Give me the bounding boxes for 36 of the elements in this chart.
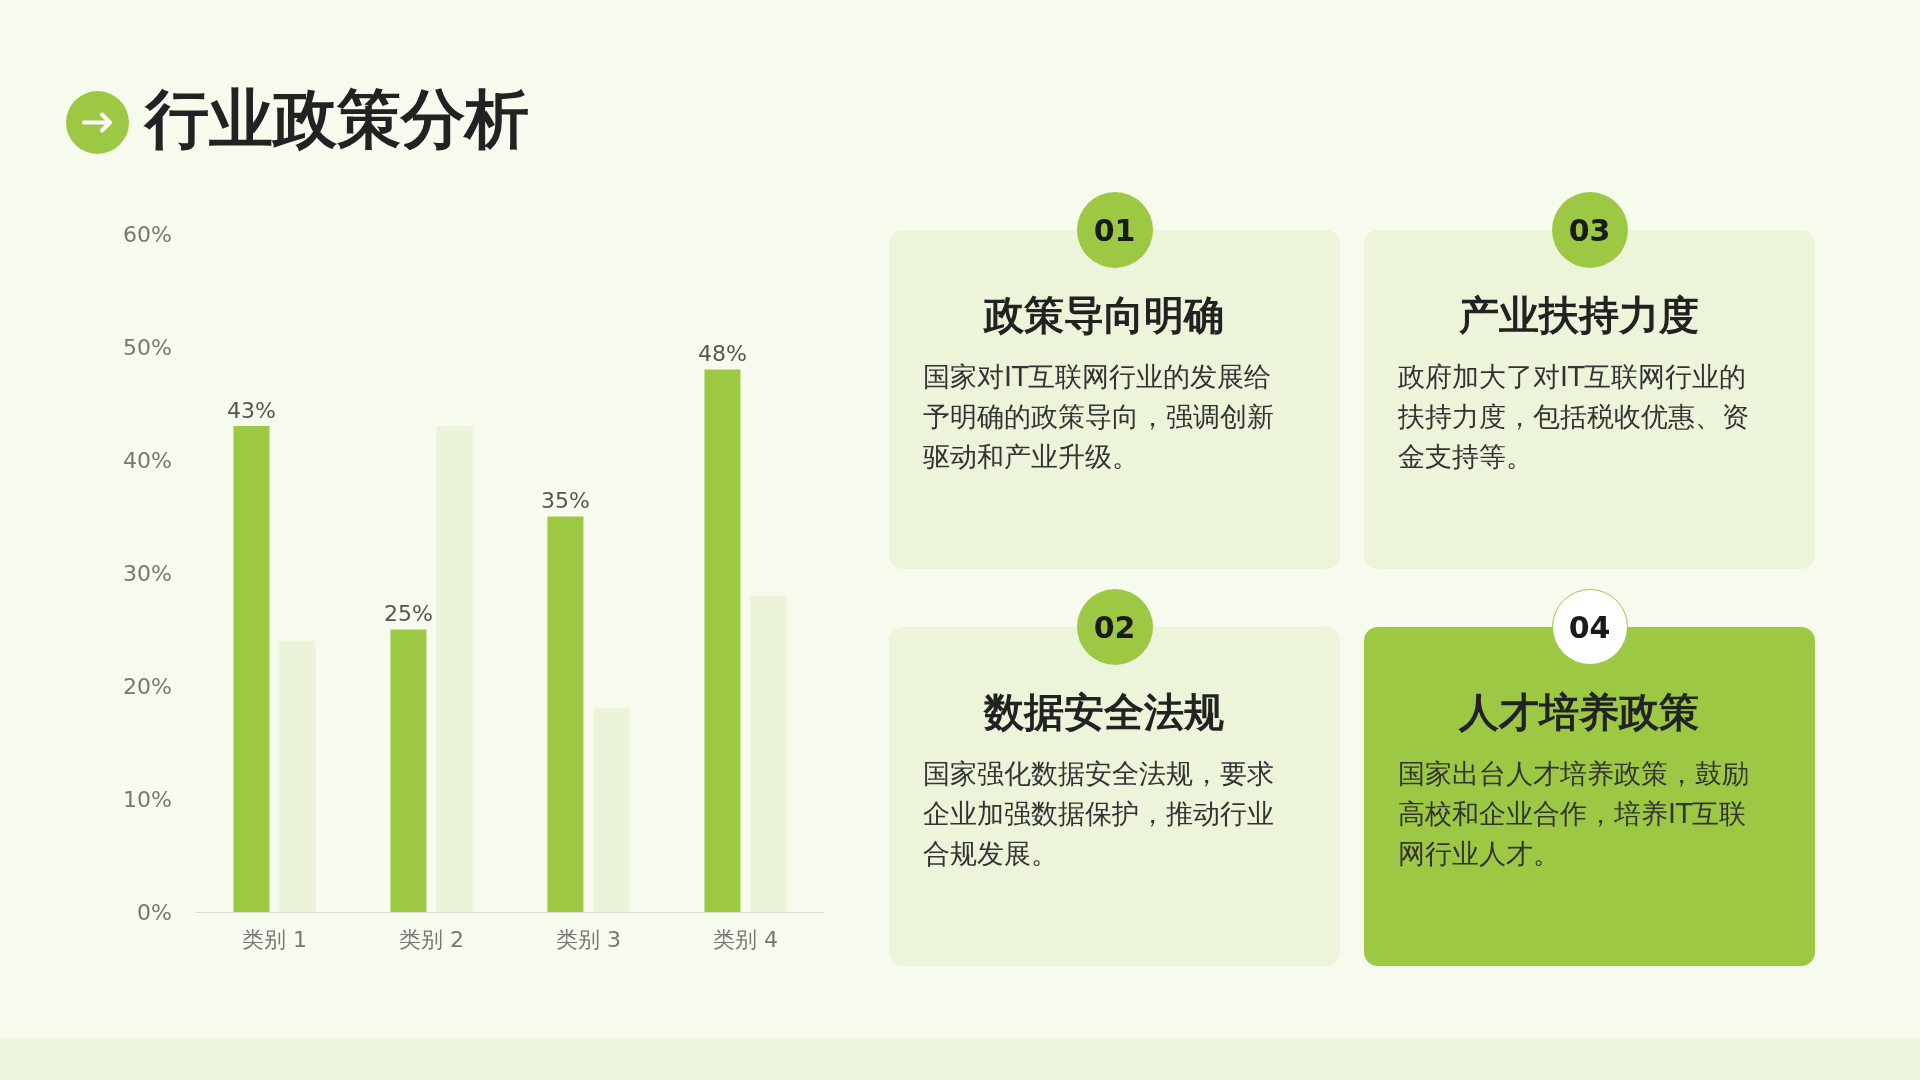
y-tick-label: 40%: [123, 447, 172, 473]
bar: [233, 426, 270, 912]
text: 政策导向明确: [982, 291, 1225, 340]
circle-badge: 01: [1076, 192, 1153, 268]
data-label: 43%: [227, 397, 276, 423]
text: 产业扶持力度: [1458, 291, 1700, 340]
circle-badge: 03: [1551, 192, 1628, 268]
bar: [279, 640, 316, 912]
bar: [436, 426, 473, 912]
x-tick-label: 类别 1: [242, 926, 307, 952]
y-tick-label: 10%: [123, 786, 172, 812]
y-tick-label: 20%: [123, 673, 172, 699]
data-label: 35%: [541, 488, 590, 513]
bar: [704, 369, 741, 912]
data-label: 25%: [384, 601, 433, 626]
bar: [390, 629, 427, 912]
chart-title: 行业政策分析: [145, 81, 529, 158]
text: 国家对IT互联网行业的发展给予明确的政策导向，强调创新驱动和产业升级。: [923, 360, 1275, 474]
y-tick-label: 60%: [123, 221, 172, 247]
x-tick-label: 类别 2: [399, 926, 464, 952]
y-tick-label: 30%: [123, 560, 172, 586]
y-tick-label: 0%: [137, 899, 172, 925]
circle-badge: 02: [1076, 589, 1153, 665]
x-tick-label: 类别 4: [713, 926, 778, 952]
y-tick-label: 50%: [123, 334, 172, 360]
x-tick-label: 类别 3: [556, 926, 621, 952]
text: 国家强化数据安全法规，要求企业加强数据保护，推动行业合规发展。: [923, 757, 1275, 871]
bar: [547, 516, 584, 912]
text: 数据安全法规: [982, 688, 1225, 737]
text: 国家出台人才培养政策，鼓励高校和企业合作，培养IT互联网行业人才。: [1398, 757, 1750, 871]
text: 政府加大了对IT互联网行业的扶持力度，包括税收优惠、资金支持等。: [1398, 360, 1750, 474]
bar: [750, 595, 787, 912]
text: 人才培养政策: [1457, 688, 1700, 737]
circle-badge: 04: [1551, 589, 1628, 665]
bar: [593, 708, 630, 912]
data-label: 48%: [698, 341, 747, 367]
